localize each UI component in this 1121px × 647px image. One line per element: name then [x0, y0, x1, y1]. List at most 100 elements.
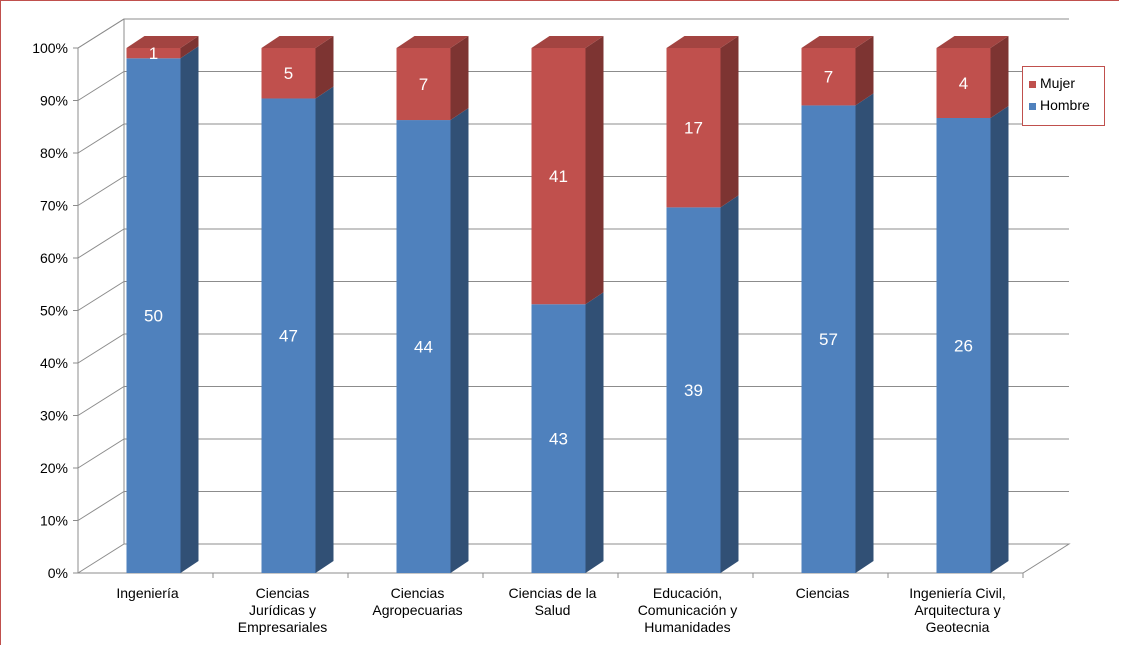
y-tick-label: 50% — [40, 303, 68, 319]
data-label-hombre: 50 — [144, 307, 163, 326]
y-tick-label: 20% — [40, 460, 68, 476]
data-label-mujer: 5 — [284, 64, 293, 83]
y-tick-label: 80% — [40, 145, 68, 161]
bar-hombre — [936, 118, 991, 573]
gridline — [77, 333, 1069, 364]
data-label-mujer: 7 — [419, 75, 428, 94]
category-label: Ingeniería Civil, Arquitectura y Geotecnia — [909, 585, 1006, 635]
bar-hombre-side — [720, 195, 739, 573]
data-label-hombre: 39 — [684, 381, 703, 400]
category-label-line: Empresariales — [238, 619, 327, 635]
y-tick-label: 0% — [48, 565, 68, 581]
bar-mujer-side — [180, 36, 199, 59]
y-tick-label: 10% — [40, 513, 68, 529]
bar-mujer — [261, 48, 316, 99]
gridline — [77, 123, 1069, 154]
bar-mujer-side — [315, 36, 334, 99]
category-label-line: Educación, — [653, 585, 722, 601]
bar-hombre-side — [450, 108, 469, 573]
y-tick-label: 90% — [40, 93, 68, 109]
bar-hombre — [261, 98, 316, 573]
category-label: Ciencias de la Salud — [509, 585, 597, 618]
bar-group — [396, 36, 469, 573]
category-label-line: Geotecnia — [926, 619, 990, 635]
bar-hombre-side — [180, 46, 199, 573]
gridline — [77, 71, 1069, 101]
y-tick-label: 100% — [32, 40, 68, 56]
gridlines — [77, 18, 1069, 521]
y-axis-ticks: 0% 10% 20% 30% 40% 50% 60% 70% 80% 90% 100% — [32, 40, 78, 581]
bar-mujer-side — [720, 36, 739, 208]
bar-hombre-side — [585, 292, 604, 573]
x-axis-categories: Ingeniería Ciencias Jurídicas y Empresarial… — [116, 573, 1024, 635]
category-label: Educación, Comunicación y Humanidades — [638, 585, 738, 635]
bar-group — [801, 36, 874, 573]
y-tick-label: 40% — [40, 355, 68, 371]
bar-top-face — [666, 36, 739, 48]
category-label-line: Comunicación y — [638, 602, 738, 618]
gridline — [77, 438, 1069, 469]
legend-item-mujer: Mujer — [1029, 74, 1075, 92]
bar-mujer-side — [585, 36, 604, 305]
bar-hombre — [396, 120, 451, 573]
legend-label-hombre: Hombre — [1040, 97, 1090, 113]
legend-item-hombre: Hombre — [1029, 96, 1090, 114]
category-label-line: Humanidades — [644, 619, 730, 635]
data-label-hombre: 57 — [819, 330, 838, 349]
bar-hombre-side — [855, 93, 874, 573]
gridline — [77, 176, 1069, 206]
bar-hombre — [801, 105, 856, 573]
category-label-line: Ciencias — [391, 585, 445, 601]
bar-mujer-side — [855, 36, 874, 106]
legend-label-mujer: Mujer — [1040, 75, 1076, 91]
y-tick-label: 30% — [40, 408, 68, 424]
bar-mujer — [396, 48, 451, 121]
category-label-line: Ingeniería — [116, 585, 178, 601]
bar-top-face — [531, 36, 604, 48]
category-label-line: Salud — [535, 602, 571, 618]
data-label-hombre: 26 — [954, 337, 973, 356]
gridline — [77, 491, 1069, 521]
bar-top-face — [126, 36, 199, 48]
bar-hombre — [531, 304, 586, 573]
category-label-line: Ciencias — [256, 585, 310, 601]
bar-mujer-side — [450, 36, 469, 121]
category-label: Ciencias — [796, 585, 850, 601]
data-label-mujer: 41 — [549, 167, 568, 186]
category-label-line: Jurídicas y — [249, 602, 316, 618]
gridline — [77, 18, 1069, 49]
data-label-mujer: 17 — [684, 119, 703, 138]
category-label-line: Agropecuarias — [372, 602, 462, 618]
bar-mujer — [531, 48, 586, 305]
y-tick-label: 60% — [40, 250, 68, 266]
bar-top-face — [801, 36, 874, 48]
category-label-line: Ingeniería Civil, — [909, 585, 1006, 601]
data-label-mujer: 7 — [824, 68, 833, 87]
bar-top-face — [936, 36, 1009, 48]
bar-hombre-side — [315, 86, 334, 573]
category-label-line: Ciencias — [796, 585, 850, 601]
bar-group — [126, 36, 199, 573]
data-label-hombre: 43 — [549, 430, 568, 449]
bar-mujer-side — [990, 36, 1009, 118]
bar-mujer — [801, 48, 856, 106]
bar-group — [666, 36, 739, 573]
category-label-line: Ciencias de la — [509, 585, 597, 601]
category-label: Ciencias Jurídicas y Empresariales — [238, 585, 327, 635]
gridline — [77, 228, 1069, 259]
bar-mujer — [936, 48, 991, 118]
bar-group — [261, 36, 334, 573]
bar-group — [936, 36, 1009, 573]
data-label-hombre: 44 — [414, 338, 433, 357]
bar-mujer — [666, 48, 721, 208]
bar-group — [531, 36, 604, 573]
legend-swatch-mujer — [1029, 80, 1036, 88]
bars — [126, 36, 1009, 573]
gridline — [77, 281, 1069, 311]
bar-hombre-side — [990, 106, 1009, 573]
bar-top-face — [396, 36, 469, 48]
category-label-line: Arquitectura y — [914, 602, 1000, 618]
data-label-mujer: 1 — [149, 44, 158, 63]
category-label: Ciencias Agropecuarias — [372, 585, 462, 618]
